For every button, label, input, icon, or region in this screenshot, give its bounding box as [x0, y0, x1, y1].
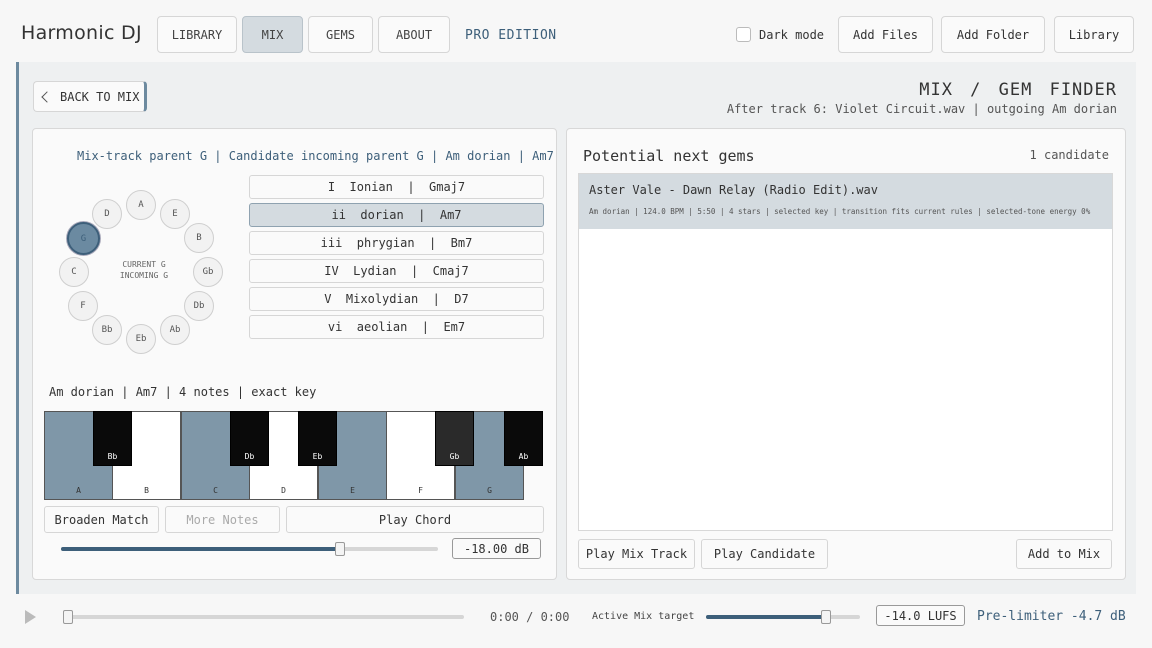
key-label: Bb [107, 452, 118, 461]
add-to-mix-button[interactable]: Add to Mix [1016, 539, 1112, 569]
key-label: A [76, 486, 81, 495]
incoming-key-label: INCOMING G [119, 271, 169, 280]
tab-library[interactable]: LIBRARY [157, 16, 237, 53]
page-title: MIX / GEM FINDER [919, 80, 1117, 100]
more-notes-button[interactable]: More Notes [165, 506, 280, 533]
tab-about[interactable]: ABOUT [378, 16, 450, 53]
gain-slider[interactable] [61, 542, 438, 556]
key-label: Eb [312, 452, 323, 461]
play-icon[interactable] [25, 610, 36, 624]
key-label: Ab [518, 452, 529, 461]
black-key-db[interactable]: Db [230, 411, 269, 466]
candidate-count: 1 candidate [1029, 148, 1109, 162]
circle-node-a[interactable]: A [126, 190, 156, 220]
circle-of-fifths: A E B Gb Db Ab Eb Bb F C G D CURRENT G I… [55, 187, 225, 357]
mode-aeolian[interactable]: vi aeolian | Em7 [249, 315, 544, 339]
target-loudness-slider[interactable] [706, 610, 860, 624]
main-area: BACK TO MIX MIX / GEM FINDER After track… [16, 62, 1136, 594]
circle-center-label: CURRENT G INCOMING G [108, 259, 180, 281]
prelimiter-readout: Pre-limiter -4.7 dB [977, 609, 1126, 624]
page-subtitle: After track 6: Violet Circuit.wav | outg… [726, 102, 1117, 116]
mode-dorian[interactable]: ii dorian | Am7 [249, 203, 544, 227]
black-key-gb[interactable]: Gb [435, 411, 474, 466]
tab-gems[interactable]: GEMS [308, 16, 373, 53]
circle-node-ab[interactable]: Ab [160, 315, 190, 345]
candidates-panel: Potential next gems 1 candidate Aster Va… [566, 128, 1126, 580]
key-label: B [144, 486, 149, 495]
dark-mode-checkbox[interactable] [736, 27, 751, 42]
gain-value[interactable]: -18.00 dB [452, 538, 541, 559]
chevron-left-icon [41, 90, 53, 103]
circle-node-gb[interactable]: Gb [193, 257, 223, 287]
target-label: Active Mix target [592, 611, 695, 622]
key-label: E [350, 486, 355, 495]
add-files-button[interactable]: Add Files [838, 16, 933, 53]
key-label: D [281, 486, 286, 495]
lufs-value[interactable]: -14.0 LUFS [876, 605, 965, 626]
play-chord-button[interactable]: Play Chord [286, 506, 544, 533]
back-label: BACK TO MIX [60, 89, 140, 104]
gain-slider-thumb[interactable] [334, 542, 345, 556]
key-label: Db [244, 452, 255, 461]
gain-slider-fill [61, 547, 340, 551]
key-label: Gb [449, 452, 460, 461]
circle-node-c[interactable]: C [59, 257, 89, 287]
dark-mode-toggle[interactable]: Dark mode [736, 27, 824, 42]
add-folder-button[interactable]: Add Folder [941, 16, 1045, 53]
black-key-eb[interactable]: Eb [298, 411, 337, 466]
circle-node-db[interactable]: Db [184, 291, 214, 321]
list-item[interactable]: Aster Vale - Dawn Relay (Radio Edit).wav… [579, 174, 1112, 229]
circle-node-eb[interactable]: Eb [126, 324, 156, 354]
library-button[interactable]: Library [1054, 16, 1134, 53]
key-label: F [418, 486, 423, 495]
black-key-bb[interactable]: Bb [93, 411, 132, 466]
circle-node-e[interactable]: E [160, 199, 190, 229]
circle-node-bb[interactable]: Bb [92, 315, 122, 345]
key-info: Am dorian | Am7 | 4 notes | exact key [49, 385, 317, 399]
harmony-panel: Mix-track parent G | Candidate incoming … [32, 128, 557, 580]
mode-phrygian[interactable]: iii phrygian | Bm7 [249, 231, 544, 255]
mode-lydian[interactable]: IV Lydian | Cmaj7 [249, 259, 544, 283]
black-key-ab[interactable]: Ab [504, 411, 543, 466]
back-to-mix-button[interactable]: BACK TO MIX [33, 81, 147, 112]
parent-line: Mix-track parent G | Candidate incoming … [77, 149, 554, 163]
playback-progress-slider[interactable] [63, 610, 464, 624]
mode-ionian[interactable]: I Ionian | Gmaj7 [249, 175, 544, 199]
tab-mix[interactable]: MIX [242, 16, 303, 53]
top-bar: Harmonic DJ LIBRARY MIX GEMS ABOUT PRO E… [0, 0, 1152, 62]
app-logo: Harmonic DJ [21, 22, 142, 44]
key-label: C [213, 486, 218, 495]
candidate-meta: Am dorian | 124.0 BPM | 5:50 | 4 stars |… [589, 207, 1091, 216]
dark-mode-label: Dark mode [759, 27, 825, 42]
play-mix-track-button[interactable]: Play Mix Track [578, 539, 695, 569]
mode-list: I Ionian | Gmaj7 ii dorian | Am7 iii phr… [249, 175, 544, 343]
candidate-list[interactable]: Aster Vale - Dawn Relay (Radio Edit).wav… [578, 173, 1113, 531]
piano-keyboard: A B C D E F G Bb Db Eb Gb Ab [44, 411, 544, 500]
circle-node-g[interactable]: G [67, 222, 100, 255]
candidates-title: Potential next gems [583, 147, 755, 165]
playback-time: 0:00 / 0:00 [490, 610, 570, 624]
key-label: G [487, 486, 492, 495]
circle-node-d[interactable]: D [92, 199, 122, 229]
circle-node-f[interactable]: F [68, 291, 98, 321]
play-candidate-button[interactable]: Play Candidate [701, 539, 828, 569]
edition-label: PRO EDITION [465, 28, 557, 43]
target-thumb[interactable] [821, 610, 832, 624]
progress-thumb[interactable] [63, 610, 73, 624]
target-fill [706, 615, 827, 619]
broaden-match-button[interactable]: Broaden Match [44, 506, 159, 533]
mode-mixolydian[interactable]: V Mixolydian | D7 [249, 287, 544, 311]
circle-node-b[interactable]: B [184, 223, 214, 253]
current-key-label: CURRENT G [122, 260, 166, 269]
candidate-name: Aster Vale - Dawn Relay (Radio Edit).wav [589, 183, 878, 197]
